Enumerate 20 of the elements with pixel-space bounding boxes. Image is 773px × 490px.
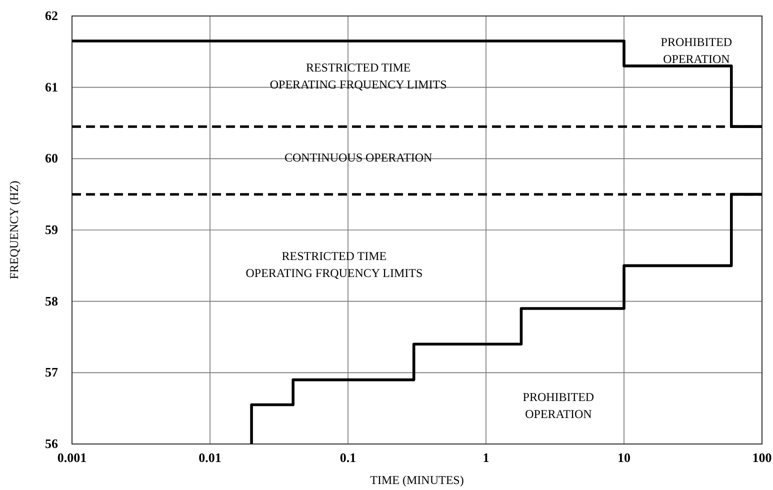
- y-axis-title: FREQUENCY (HZ): [7, 180, 21, 280]
- x-tick-label: 10: [618, 450, 630, 465]
- y-tick-label: 56: [45, 436, 58, 451]
- x-axis-title: TIME (MINUTES): [370, 473, 464, 487]
- x-tick-label: 1: [482, 450, 490, 465]
- annotation: PROHIBITED OPERATION: [660, 34, 732, 66]
- y-tick-label: 59: [45, 222, 58, 237]
- y-tick-label: 58: [45, 293, 58, 308]
- annotation: CONTINUOUS OPERATION: [284, 150, 433, 165]
- x-tick-label: 100: [752, 450, 772, 465]
- y-tick-label: 61: [45, 79, 58, 94]
- y-tick-label: 62: [45, 8, 58, 23]
- x-tick-label: 0.001: [57, 450, 87, 465]
- x-tick-label: 0.01: [198, 450, 222, 465]
- annotation: RESTRICTED TIME OPERATING FRQUENCY LIMITS: [270, 60, 447, 92]
- annotation: RESTRICTED TIME OPERATING FRQUENCY LIMITS: [246, 248, 423, 280]
- annotation: PROHIBITED OPERATION: [522, 390, 594, 422]
- y-tick-label: 57: [45, 364, 58, 380]
- y-tick-label: 60: [45, 150, 58, 166]
- x-tick-label: 0.1: [340, 450, 356, 465]
